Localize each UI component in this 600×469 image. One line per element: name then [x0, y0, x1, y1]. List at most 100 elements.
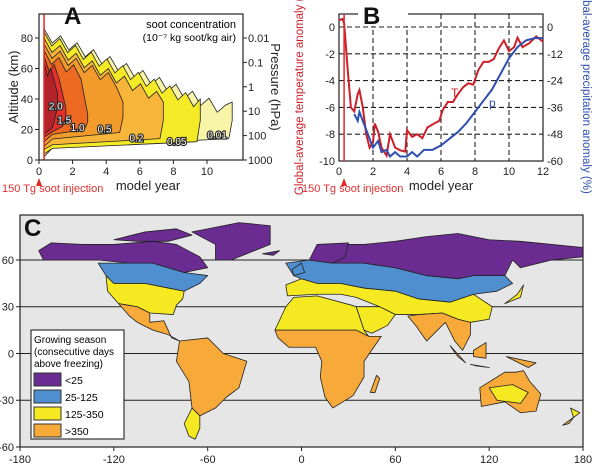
y-tick-label: 30 — [2, 302, 14, 314]
panel-b-ylabel: Global-average temperature anomaly (°C) — [294, 0, 306, 195]
panel-a-contour-chart: 0.01 0.05 0.2 0.5 1.01.5 2.0 A soot concentra… — [2, 3, 283, 195]
y-tick-label: -2 — [325, 49, 335, 61]
y-tick-label: -6 — [325, 102, 335, 114]
series-label-p: p — [489, 96, 496, 110]
series-label-t: T — [451, 86, 459, 100]
x-tick-label: 12 — [537, 166, 549, 178]
x-tick-label: 4 — [404, 166, 410, 178]
land-region — [505, 356, 537, 368]
land-region — [274, 329, 382, 409]
land-region — [355, 306, 396, 334]
contour-label: 0.05 — [167, 137, 187, 148]
y-tick-label: 40 — [21, 94, 33, 106]
land-region — [118, 303, 180, 342]
panel-a-subtitle: (10⁻⁷ kg soot/kg air) — [143, 32, 236, 44]
y-tick-label: 60 — [21, 64, 33, 76]
land-region — [562, 416, 575, 426]
map-legend: Growing season (consecutive days above f… — [30, 329, 125, 440]
panel-b-series — [338, 14, 544, 161]
legend-title-3: above freezing) — [34, 359, 103, 370]
land-region — [262, 250, 281, 256]
panel-a-injection-label: 150 Tg soot injection — [2, 183, 103, 195]
y-tick-label: 0 — [27, 155, 33, 167]
x-tick-label: 180 — [574, 454, 592, 466]
legend-swatch — [33, 389, 62, 404]
land-region — [504, 284, 524, 305]
legend-swatch — [33, 423, 62, 438]
legend-swatch — [33, 406, 62, 421]
panel-b-xlabel: model year — [409, 178, 474, 193]
y-tick-label: 0 — [8, 348, 14, 360]
x-tick-label: -60 — [200, 454, 216, 466]
contour-label: 1.5 — [57, 115, 71, 126]
x-tick-label: 2 — [370, 166, 376, 178]
y2-tick-label: 10 — [248, 106, 260, 118]
map-ticks: -180 -120 -60 0 60 120 180 60 30 0 -30 -60 — [0, 255, 592, 466]
land-region — [449, 345, 467, 364]
land-region — [570, 407, 581, 418]
x-tick-label: 0 — [36, 166, 42, 178]
soot-contours: 0.01 0.05 0.2 0.5 1.01.5 2.0 — [43, 14, 233, 160]
land-region — [191, 222, 271, 261]
land-region — [488, 384, 529, 404]
y2-tick-label: 100 — [248, 131, 266, 143]
y2-tick-label: 0.01 — [248, 33, 269, 45]
panel-b-ylabel-text: Global-average temperature anomaly (°C) — [294, 0, 306, 195]
panel-a-letter: A — [64, 3, 81, 30]
panel-a-ylabel: Altitude (km) — [6, 51, 21, 124]
y2-tick-label: 1 — [248, 82, 254, 94]
y-tick-label: 0 — [329, 22, 335, 34]
panel-b-line-chart: B T p 0 2 4 6 8 10 120-2-4-6-8-100-12-24-36-48… — [294, 0, 592, 195]
y-tick-label: 60 — [2, 255, 14, 267]
contour-label: 0.2 — [129, 134, 143, 145]
x-tick-label: 6 — [137, 166, 143, 178]
x-tick-label: 2 — [70, 166, 76, 178]
panel-c-map: C -180 -120 -60 0 60 120 180 60 30 0 -30 -60 Growin… — [0, 214, 592, 466]
land-region — [38, 240, 209, 273]
legend-label: <25 — [65, 375, 83, 387]
panel-b-letter-bg — [358, 4, 408, 26]
land-region — [308, 233, 584, 280]
panel-a-title: soot concentration — [146, 19, 236, 31]
x-tick-label: 0 — [336, 166, 342, 178]
x-tick-label: 120 — [480, 454, 498, 466]
continents — [38, 222, 584, 440]
contour-label: 0.01 — [207, 131, 227, 142]
x-tick-label: 6 — [438, 166, 444, 178]
land-region — [469, 364, 490, 368]
x-tick-label: -120 — [103, 454, 125, 466]
x-tick-label: 8 — [170, 166, 176, 178]
y2-tick-label: 0 — [547, 22, 553, 34]
panel-c-letter: C — [24, 215, 41, 242]
land-region — [183, 407, 201, 440]
injection-arrow-icon — [36, 178, 42, 186]
land-region — [113, 228, 193, 242]
y2-tick-label: 0.1 — [248, 57, 263, 69]
legend-label: >350 — [65, 426, 89, 438]
panel-b-ticks: 0 2 4 6 8 10 120-2-4-6-8-100-12-24-36-48-60 — [319, 22, 563, 186]
contour-label: 0.5 — [98, 125, 112, 136]
legend-title-2: (consecutive days — [34, 347, 114, 358]
panel-b-y2label: Global-average precipitation anomaly (%) — [580, 0, 592, 194]
y-tick-label: -8 — [325, 129, 335, 141]
y2-tick-label: -36 — [547, 102, 563, 114]
land-region — [473, 342, 487, 359]
x-tick-label: 10 — [201, 166, 213, 178]
x-tick-label: 60 — [389, 454, 401, 466]
y2-tick-label: -48 — [547, 129, 563, 141]
land-region — [291, 262, 306, 276]
legend-items: <25 25-125 125-350 >350 — [33, 372, 104, 438]
legend-label: 25-125 — [65, 392, 98, 404]
y2-tick-label: -60 — [547, 156, 563, 168]
x-tick-label: 8 — [472, 166, 478, 178]
x-tick-label: 0 — [298, 454, 304, 466]
y-tick-label: -10 — [319, 156, 335, 168]
contour-label: 2.0 — [49, 102, 63, 113]
y-tick-label: -30 — [0, 395, 14, 407]
legend-label: 125-350 — [65, 409, 104, 421]
series-line-p — [353, 37, 543, 159]
y-tick-label: 80 — [21, 33, 33, 45]
y-tick-label: -60 — [0, 442, 14, 454]
